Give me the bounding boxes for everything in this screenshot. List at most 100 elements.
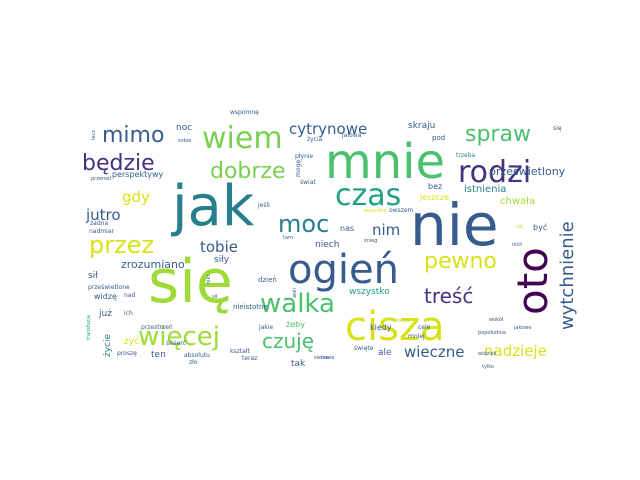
word-89: widzieli	[478, 351, 497, 357]
word-10: będzie	[82, 151, 155, 176]
word-5: cisza	[345, 304, 444, 350]
word-65: wszystko	[364, 208, 387, 214]
word-53: nieistotne	[233, 303, 268, 311]
word-36: perspektywy	[112, 170, 164, 179]
word-54: jeśli	[257, 202, 270, 209]
word-63: mogę	[295, 160, 302, 177]
word-81: woli	[292, 288, 298, 298]
word-25: jutro	[85, 206, 121, 224]
word-58: się	[553, 125, 562, 132]
word-101: się	[516, 224, 523, 230]
word-19: czuję	[262, 329, 314, 353]
word-38: siły	[214, 255, 230, 265]
word-47: widzę	[94, 292, 117, 301]
word-37: niech	[315, 240, 339, 250]
word-39: sił	[88, 271, 98, 281]
word-2: jak	[170, 174, 255, 239]
word-7: wiem	[202, 121, 283, 156]
word-66: żadna	[90, 220, 108, 227]
word-83: mniej	[408, 333, 425, 340]
word-15: cytrynowe	[289, 120, 367, 138]
word-34: skraju	[408, 121, 435, 131]
word-52: jeszcze	[419, 193, 449, 202]
word-48: dzień	[258, 276, 277, 284]
word-46: życie	[103, 334, 113, 357]
word-41: tak	[291, 359, 306, 369]
word-70: prześwietlone	[88, 284, 130, 291]
word-30: prześwietlony	[489, 165, 566, 178]
word-82: święte	[354, 345, 374, 352]
word-17: walka	[260, 289, 335, 319]
word-84: cele	[418, 324, 431, 331]
word-64: owszem	[389, 207, 414, 214]
word-31: istnienia	[464, 184, 506, 195]
word-77: kształt	[230, 348, 250, 355]
word-40: ten	[151, 350, 166, 360]
word-71: przestrzeń	[141, 324, 173, 331]
word-23: wieczne	[404, 343, 465, 361]
word-74: zło	[189, 359, 198, 366]
word-21: treść	[424, 284, 473, 308]
word-43: kiedy	[370, 323, 392, 332]
word-12: dobrze	[210, 159, 286, 184]
word-96: lecz	[91, 130, 97, 140]
word-6: ogień	[288, 247, 399, 293]
word-72: śmierć	[166, 340, 186, 347]
word-57: trzeba	[456, 152, 475, 159]
word-26: tobie	[200, 238, 238, 256]
word-91: nich	[512, 242, 522, 248]
word-3: się	[148, 247, 233, 317]
word-62: świat	[300, 179, 316, 186]
word-4: oto	[508, 247, 557, 315]
word-33: wszystko	[349, 287, 390, 297]
word-42: ale	[378, 348, 392, 358]
word-22: wytchnienie	[557, 221, 578, 330]
word-78: teraz	[242, 355, 257, 362]
word-86: jakowe	[513, 325, 531, 331]
word-16: przez	[89, 231, 154, 259]
word-93: transfuzja	[86, 315, 92, 340]
word-8: czas	[335, 178, 401, 213]
word-79: jakie	[258, 324, 273, 331]
word-55: wspomnę	[230, 109, 259, 116]
word-51: być	[533, 222, 547, 232]
word-32: chwała	[500, 196, 535, 207]
word-61: płynie	[295, 153, 314, 160]
word-11: mimo	[102, 123, 164, 148]
word-97: nikt	[206, 275, 212, 284]
word-35: noc	[176, 123, 192, 133]
word-68: ich	[124, 310, 133, 317]
word-90: tylko	[482, 364, 494, 370]
word-59: życia	[307, 136, 323, 143]
word-75: proszę	[117, 350, 137, 357]
word-95: sobie	[178, 138, 191, 144]
word-67: nadmiar	[89, 228, 114, 235]
word-28: gdy	[122, 188, 150, 206]
word-24: nadzieje	[484, 342, 547, 360]
word-92: śnieg	[364, 237, 377, 244]
word-45: już	[98, 309, 112, 319]
word-14: spraw	[465, 122, 531, 147]
word-100: nowe	[321, 355, 334, 361]
word-1: nie	[410, 191, 499, 259]
word-44: żeby	[286, 320, 305, 329]
word-94: przerośl	[91, 175, 111, 182]
word-88: wokół	[489, 316, 504, 323]
word-27: nim	[372, 221, 400, 239]
word-76: żyć	[124, 336, 139, 347]
word-85: słońce	[394, 317, 410, 324]
word-50: bez	[428, 182, 442, 191]
word-0: mnie	[325, 134, 445, 190]
word-99: sił	[212, 294, 218, 300]
word-73: absolutu	[184, 352, 210, 359]
word-98: tam	[283, 235, 293, 241]
word-60: jałowa	[341, 132, 362, 139]
word-13: moc	[278, 210, 329, 238]
word-56: pod	[432, 134, 445, 142]
word-29: zrozumiano	[121, 258, 185, 271]
word-80: siebie	[314, 355, 329, 361]
word-69: nad	[124, 292, 135, 299]
word-87: popołudnia	[478, 330, 506, 336]
word-49: nas	[340, 224, 354, 233]
